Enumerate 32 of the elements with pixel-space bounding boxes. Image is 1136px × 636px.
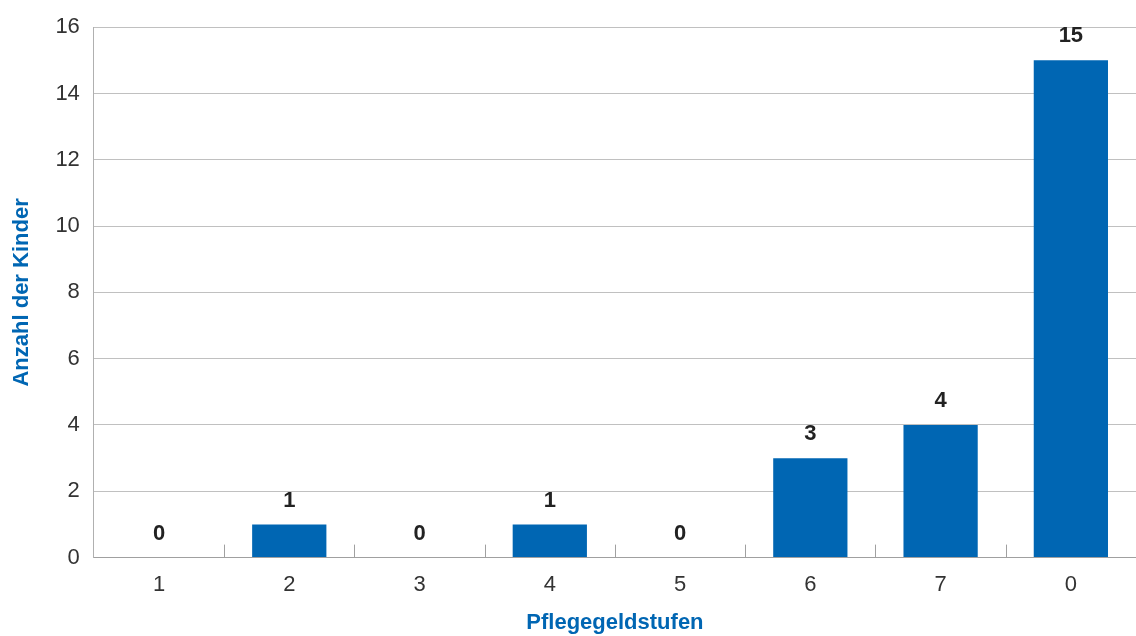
y-tick-label: 2 xyxy=(67,477,80,503)
y-tick-label: 6 xyxy=(67,344,80,370)
data-label: 0 xyxy=(152,519,166,545)
x-axis-title: Pflegegeldstufen xyxy=(526,609,704,635)
y-tick-label: 14 xyxy=(55,79,80,105)
data-label: 4 xyxy=(934,387,948,413)
bar xyxy=(1033,60,1108,558)
data-label: 1 xyxy=(543,486,556,512)
y-axis-title: Anzahl der Kinder xyxy=(8,197,34,387)
bar xyxy=(512,524,587,558)
x-tick-label: 1 xyxy=(152,570,166,596)
y-tick-label: 10 xyxy=(55,212,80,238)
x-tick-label: 2 xyxy=(283,570,296,596)
data-label: 1 xyxy=(283,486,296,512)
y-tick-label: 0 xyxy=(67,543,80,569)
data-label: 0 xyxy=(673,519,687,545)
data-label: 3 xyxy=(804,420,817,446)
y-tick-label: 16 xyxy=(55,13,80,39)
x-tick-label: 0 xyxy=(1064,570,1077,596)
bar xyxy=(773,458,848,558)
x-tick-label: 6 xyxy=(804,570,817,596)
data-label: 0 xyxy=(413,519,426,545)
x-tick-label: 4 xyxy=(543,570,556,596)
data-label: 15 xyxy=(1058,22,1084,48)
bar xyxy=(252,524,327,558)
x-tick-label: 7 xyxy=(934,570,947,596)
bar xyxy=(903,425,978,558)
x-tick-label: 5 xyxy=(673,570,687,596)
y-tick-label: 4 xyxy=(67,411,80,437)
y-tick-label: 12 xyxy=(55,145,80,171)
y-tick-label: 8 xyxy=(67,278,80,304)
x-tick-label: 3 xyxy=(413,570,426,596)
